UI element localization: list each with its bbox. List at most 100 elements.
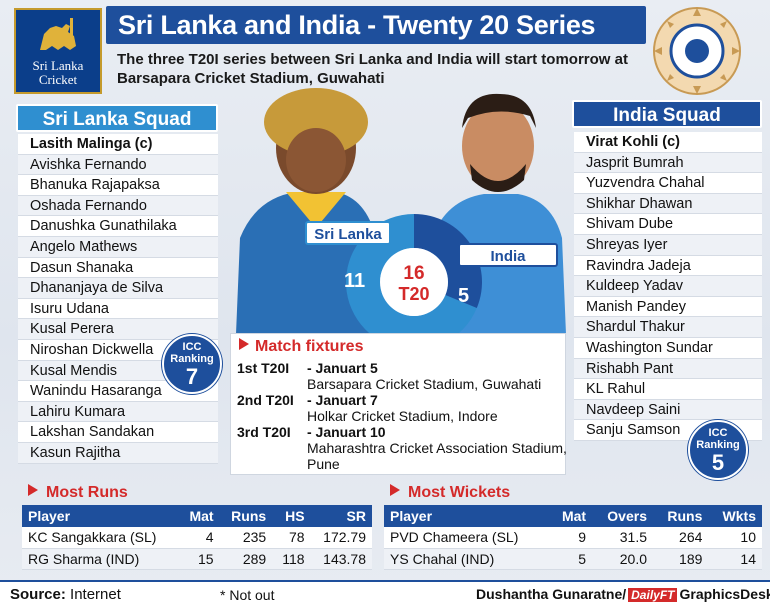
squad-player: Avishka Fernando — [18, 154, 218, 176]
squad-player: Danushka Gunathilaka — [18, 216, 218, 237]
fixture-date: - Januart 7 — [307, 392, 378, 408]
squad-player: Lakshan Sandakan — [18, 422, 218, 443]
table-cell: 15 — [179, 548, 220, 570]
logo-text-line-2: Cricket — [38, 72, 78, 87]
match-fixtures-title-text: Match fixtures — [255, 338, 364, 355]
india-label: India — [458, 243, 558, 267]
squad-player: Kuldeep Yadav — [574, 276, 762, 297]
table-cell: 9 — [549, 527, 593, 549]
table-row: RG Sharma (IND) 15 289 118 143.78 — [22, 548, 372, 570]
squad-player: Angelo Mathews — [18, 236, 218, 258]
column-header: Player — [22, 505, 180, 527]
india-squad-heading: India Squad — [572, 100, 762, 128]
most-runs-title: Most Runs — [28, 484, 128, 502]
table-cell: 118 — [272, 548, 311, 570]
ranking-label-1: ICC — [182, 341, 202, 353]
not-out-note: * Not out — [220, 587, 275, 603]
table-cell: RG Sharma (IND) — [22, 548, 180, 570]
match-fixtures-title: Match fixtures — [239, 338, 363, 356]
squad-player: Isuru Udana — [18, 298, 218, 320]
fixture-venue: Holkar Cricket Stadium, Indore — [307, 408, 498, 424]
most-runs-table: Player Mat Runs HS SR KC Sangakkara (SL)… — [22, 505, 372, 570]
bcci-logo — [653, 7, 741, 95]
table-cell: 14 — [708, 548, 762, 570]
column-header: Runs — [219, 505, 273, 527]
sri-lanka-cricket-logo: Sri Lanka Cricket — [14, 8, 102, 94]
fixture-venue: Barsapara Cricket Stadium, Guwahati — [307, 376, 542, 392]
table-cell: PVD Chameera (SL) — [384, 527, 550, 549]
source-value: Internet — [65, 586, 121, 603]
most-wickets-title: Most Wickets — [390, 484, 510, 502]
table-header-row: Player Mat Runs HS SR — [22, 505, 372, 527]
logo-text-line-1: Sri Lanka — [32, 58, 84, 73]
most-runs-title-text: Most Runs — [46, 484, 128, 501]
squad-player: Ravindra Jadeja — [574, 255, 762, 277]
table-cell: 5 — [549, 548, 593, 570]
table-row: KC Sangakkara (SL) 4 235 78 172.79 — [22, 527, 372, 549]
ranking-label-2: Ranking — [696, 439, 740, 451]
table-cell: 289 — [219, 548, 273, 570]
squad-player: Shardul Thakur — [574, 317, 762, 338]
table-cell: 264 — [653, 527, 709, 549]
squad-player: Lahiru Kumara — [18, 401, 218, 423]
squad-player: Washington Sundar — [574, 337, 762, 359]
fixture-date: - Januart 10 — [307, 424, 386, 440]
ranking-label-1: ICC — [708, 427, 728, 439]
fixture-venue: Maharashtra Cricket Association Stadium,… — [307, 440, 567, 472]
player-portraits — [236, 88, 566, 334]
fixture-name: 1st T20I — [237, 360, 290, 376]
sri-lanka-label: Sri Lanka — [305, 221, 391, 245]
source-label: Source: — [10, 586, 66, 603]
triangle-bullet-icon — [239, 338, 249, 350]
table-cell: 172.79 — [310, 527, 372, 549]
squad-player: Rishabh Pant — [574, 358, 762, 380]
page-title: Sri Lanka and India - Twenty 20 Series — [118, 10, 596, 40]
column-header: SR — [310, 505, 372, 527]
donut-center — [380, 248, 448, 316]
table-cell: 31.5 — [592, 527, 653, 549]
india-icc-ranking-badge: ICC Ranking 5 — [688, 420, 748, 480]
donut-segment-india — [414, 214, 482, 309]
column-header: Wkts — [708, 505, 762, 527]
table-cell: 78 — [272, 527, 311, 549]
title-bar — [106, 6, 646, 44]
fixture-name: 3rd T20I — [237, 424, 291, 440]
squad-player: Dhananjaya de Silva — [18, 278, 218, 299]
squad-player: Shivam Dube — [574, 214, 762, 235]
squad-player: Manish Pandey — [574, 296, 762, 318]
squad-player: Kasun Rajitha — [18, 442, 218, 464]
table-header-row: Player Mat Overs Runs Wkts — [384, 505, 762, 527]
credit-author: Dushantha Gunaratne/ — [476, 586, 627, 602]
dailyft-logo: DailyFT — [628, 588, 678, 602]
squad-player: Dasun Shanaka — [18, 257, 218, 279]
most-wickets-table: Player Mat Overs Runs Wkts PVD Chameera … — [384, 505, 762, 570]
table-cell: KC Sangakkara (SL) — [22, 527, 180, 549]
total-matches: 16 T20 — [384, 264, 444, 305]
column-header: Runs — [653, 505, 709, 527]
column-header: Mat — [179, 505, 220, 527]
squad-player: KL Rahul — [574, 379, 762, 400]
table-cell: 143.78 — [310, 548, 372, 570]
graphics-credit: Dushantha Gunaratne/DailyFT GraphicsDesk — [476, 586, 770, 602]
credit-desk: GraphicsDesk — [679, 586, 770, 602]
kohli-photo — [426, 93, 566, 334]
table-row: PVD Chameera (SL) 9 31.5 264 10 — [384, 527, 762, 549]
sri-lanka-squad-heading: Sri Lanka Squad — [16, 104, 218, 132]
table-cell: 189 — [653, 548, 709, 570]
column-header: Player — [384, 505, 550, 527]
squad-player: Shikhar Dhawan — [574, 193, 762, 215]
column-header: Mat — [549, 505, 593, 527]
ranking-value: 7 — [185, 364, 199, 389]
most-wickets-title-text: Most Wickets — [408, 484, 511, 501]
sri-lanka-captain: Lasith Malinga (c) — [18, 134, 218, 155]
head-to-head-donut-chart — [346, 214, 482, 340]
sri-lanka-icc-ranking-badge: ICC Ranking 7 — [162, 334, 222, 394]
donut-segment-sri-lanka — [346, 214, 477, 340]
table-cell: 20.0 — [592, 548, 653, 570]
sri-lanka-squad-list: Lasith Malinga (c) Avishka Fernando Bhanu… — [18, 134, 218, 464]
squad-player: Yuzvendra Chahal — [574, 173, 762, 194]
match-fixtures-panel: Match fixtures 1st T20I - Januart 5 Bars… — [230, 333, 567, 475]
india-captain: Virat Kohli (c) — [574, 132, 762, 153]
squad-player: Bhanuka Rajapaksa — [18, 175, 218, 196]
table-cell: YS Chahal (IND) — [384, 548, 550, 570]
